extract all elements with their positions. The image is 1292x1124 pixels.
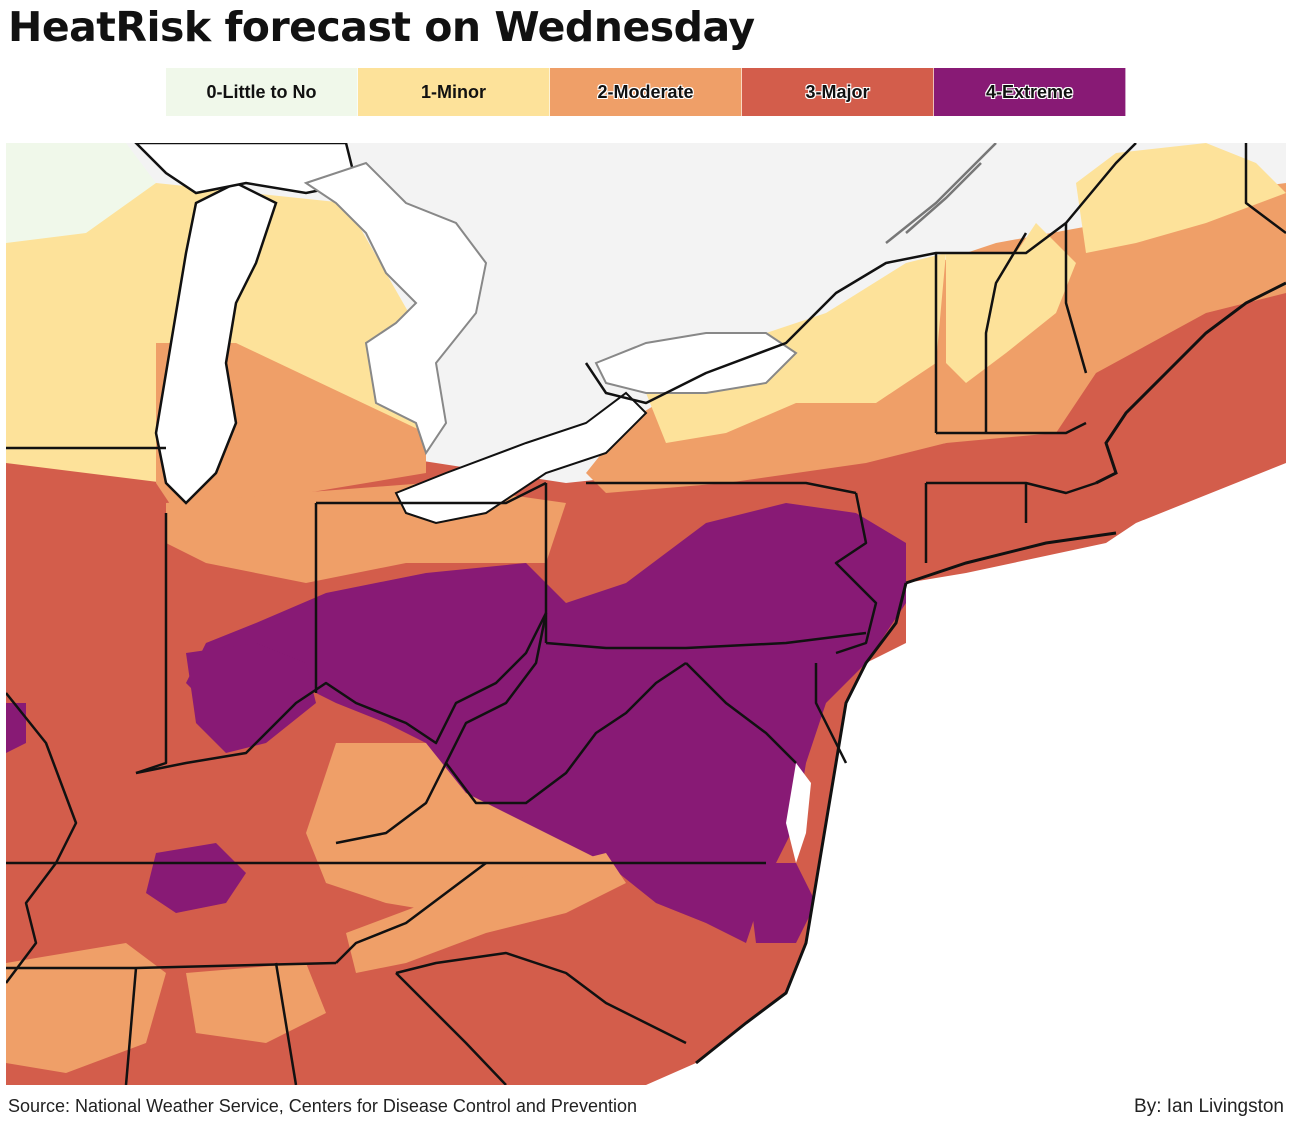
source-note: Source: National Weather Service, Center… [8,1096,637,1116]
border-vt-nh [984,232,1028,433]
page-title: HeatRisk forecast on Wednesday [8,3,755,51]
border-sc-georgia [395,972,507,1085]
border-pennsylvania-north [586,481,857,495]
atlantic-ocean [646,463,1286,1085]
lake-superior-edge [134,143,358,195]
border-ohio-north [316,481,547,505]
legend-item-moderate: 2-Moderate [550,68,742,116]
border-tennessee-nc [335,862,487,964]
border-nh-maine [1064,223,1088,374]
author-credit: By: Ian Livingston [1134,1096,1284,1117]
border-nc-sc [395,951,687,1045]
legend-label: 3-Major [805,81,870,102]
coast-new-england [1095,281,1286,485]
region-extreme-tennessee [146,843,246,913]
region-minor-vermont [946,223,1076,383]
lake-michigan [154,181,278,505]
heatrisk-legend: 0-Little to No 1-Minor 2-Moderate 3-Majo… [166,68,1126,116]
border-alabama-georgia [274,962,298,1085]
legend-label: 4-Extreme [985,81,1074,102]
coast-mid-atlantic [695,582,908,1065]
state-borders [6,143,1286,1085]
region-extreme-ohio-valley [186,503,906,943]
border-ct-ri-south [926,481,1097,495]
border-mississippi-river [6,692,78,984]
legend-item-major: 3-Major [742,68,934,116]
lake-erie [394,391,648,525]
coastlines [695,281,1286,1065]
border-virginia-kentucky [335,762,448,845]
legend-label: 0-Little to No [206,81,317,102]
lake-ontario [594,332,798,394]
region-extreme-indiana [186,643,316,753]
st-lawrence-river [885,143,997,244]
legend-item-extreme: 4-Extreme [934,68,1126,116]
legend-label: 2-Moderate [597,81,694,102]
region-extreme-virginia-coast [746,863,816,943]
region-moderate-appalachian [306,743,606,913]
canada-water-lines [885,143,997,244]
region-little-to-no [6,143,156,243]
border-pennsylvania-south [545,631,867,650]
border-canada [584,143,1137,405]
border-maryland-virginia [685,662,797,764]
st-lawrence-river-2 [905,162,982,234]
legend-label: 1-Minor [421,81,486,102]
border-indiana [135,513,168,775]
border-maine-east [1244,143,1286,234]
chesapeake-bay [786,763,811,863]
border-west-virginia [444,612,687,805]
region-extreme-illinois-edge [6,703,26,753]
border-delaware [814,663,848,764]
region-minor-newyork [646,253,946,443]
coast-long-island [905,531,1117,585]
heatrisk-map [6,143,1286,1085]
region-moderate-georgia [186,963,326,1043]
region-moderate-blue-ridge [346,853,626,973]
border-mississippi-alabama [124,967,138,1085]
region-moderate-southwest [6,943,166,1073]
region-minor-maine [1076,143,1286,253]
border-ma-north [936,421,1087,435]
border-new-jersey [834,492,878,655]
lake-huron [303,161,488,456]
legend-item-little-to-no: 0-Little to No [166,68,358,116]
border-ohio-river [135,612,548,775]
legend-item-minor: 1-Minor [358,68,550,116]
